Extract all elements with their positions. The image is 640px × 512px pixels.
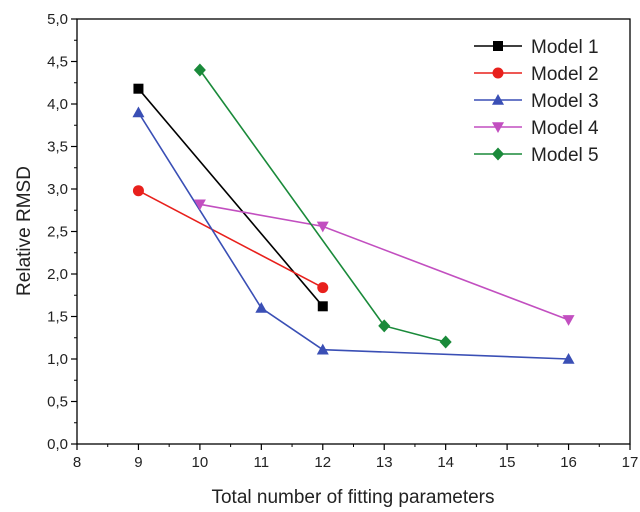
series-5 bbox=[193, 63, 452, 349]
series-line bbox=[199, 69, 446, 343]
series-layer bbox=[132, 63, 575, 364]
data-point bbox=[193, 63, 206, 77]
y-tick-label: 1,5 bbox=[47, 309, 68, 326]
y-tick-label: 0,5 bbox=[47, 394, 68, 411]
x-tick-label: 15 bbox=[499, 454, 516, 471]
x-tick-label: 16 bbox=[560, 454, 577, 471]
data-point bbox=[255, 302, 268, 313]
data-point bbox=[316, 221, 329, 233]
legend-marker bbox=[492, 122, 504, 133]
x-tick-label: 13 bbox=[376, 454, 393, 471]
x-axis-title: Total number of fitting parameters bbox=[211, 487, 494, 508]
legend-item: Model 2 bbox=[474, 64, 599, 85]
data-point bbox=[193, 199, 206, 211]
y-tick-label: 1,0 bbox=[47, 351, 68, 368]
ticks-layer: 8 9 10 11 12 13 14 15 16 17 0,0 0,5 1,0 1,5 2,0 2,5 3,0 3… bbox=[47, 11, 638, 471]
legend-label: Model 2 bbox=[531, 64, 599, 85]
legend: Model 1 Model 2 Model 3 Model 4 Model 5 bbox=[474, 37, 599, 166]
series-3 bbox=[132, 106, 575, 364]
legend-item: Model 3 bbox=[474, 91, 599, 112]
data-point bbox=[562, 315, 575, 326]
series-1 bbox=[133, 83, 328, 312]
x-tick-label: 10 bbox=[192, 454, 209, 471]
legend-marker bbox=[492, 147, 504, 161]
y-axis-title: Relative RMSD bbox=[14, 166, 35, 296]
series-line bbox=[137, 88, 324, 307]
data-point bbox=[378, 319, 391, 333]
data-point bbox=[317, 301, 328, 312]
x-tick-label: 12 bbox=[314, 454, 331, 471]
y-tick-label: 2,0 bbox=[47, 266, 68, 283]
y-tick-label: 4,0 bbox=[47, 96, 68, 113]
data-point bbox=[562, 353, 575, 364]
x-tick-label: 14 bbox=[437, 454, 454, 471]
legend-marker bbox=[492, 94, 504, 105]
series-line bbox=[137, 112, 569, 360]
legend-marker bbox=[493, 41, 503, 51]
data-point bbox=[132, 185, 144, 197]
series-2 bbox=[132, 185, 329, 294]
x-tick-label: 17 bbox=[622, 454, 639, 471]
y-tick-label: 0,0 bbox=[47, 436, 68, 453]
data-point bbox=[133, 83, 144, 94]
data-point bbox=[317, 282, 329, 294]
legend-label: Model 1 bbox=[531, 37, 599, 58]
legend-item: Model 1 bbox=[474, 37, 599, 58]
legend-item: Model 5 bbox=[474, 145, 599, 166]
data-point bbox=[439, 335, 452, 349]
series-line bbox=[138, 189, 324, 289]
legend-label: Model 5 bbox=[531, 145, 599, 166]
y-tick-label: 5,0 bbox=[47, 11, 68, 28]
y-tick-label: 2,5 bbox=[47, 224, 68, 241]
y-tick-label: 3,0 bbox=[47, 181, 68, 198]
legend-label: Model 4 bbox=[531, 118, 599, 139]
data-point bbox=[132, 106, 145, 118]
x-tick-label: 9 bbox=[134, 454, 142, 471]
series-line bbox=[199, 203, 569, 321]
legend-label: Model 3 bbox=[531, 91, 599, 112]
data-point bbox=[316, 343, 329, 355]
legend-marker bbox=[492, 67, 504, 79]
y-tick-label: 4,5 bbox=[47, 54, 68, 71]
series-4 bbox=[193, 199, 575, 326]
legend-item: Model 4 bbox=[474, 118, 599, 139]
x-tick-label: 8 bbox=[73, 454, 81, 471]
y-tick-label: 3,5 bbox=[47, 139, 68, 156]
x-tick-label: 11 bbox=[254, 454, 270, 471]
